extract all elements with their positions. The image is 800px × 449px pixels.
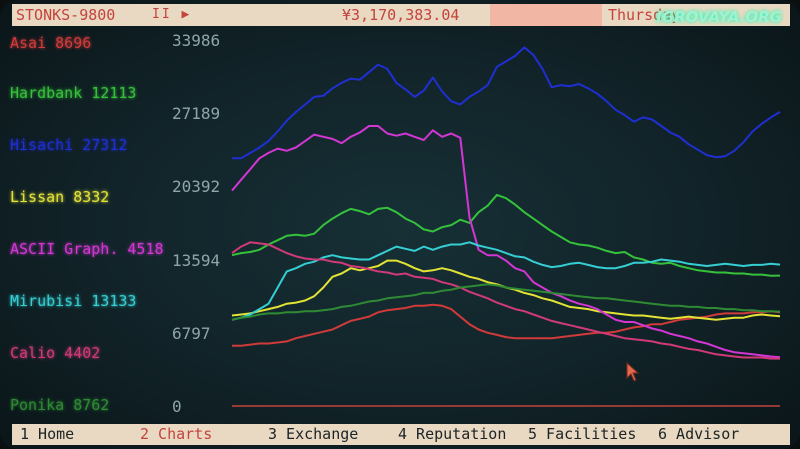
pause-play-controls[interactable]: II ▶ (152, 7, 192, 22)
app-name: STONKS-9800 (16, 6, 116, 24)
y-tick-label: 13594 (172, 251, 220, 270)
y-tick-label: 20392 (172, 177, 220, 196)
legend-item-ponika: Ponika 8762 (10, 396, 110, 414)
watermark: IGROVAYA.ORG (656, 8, 782, 26)
series-line-ascii-graph- (231, 125, 781, 359)
series-line-asai (232, 303, 781, 347)
legend-item-hardbank: Hardbank 12113 (10, 84, 137, 102)
legend-item-ascii-graph-: ASCII Graph. 4518 (10, 240, 164, 258)
series-line-calio (231, 241, 780, 360)
series-line-mirubisi (231, 241, 781, 321)
tab-home[interactable]: 1 Home (20, 425, 75, 443)
series-line-ponika (231, 283, 781, 321)
tab-facilities[interactable]: 5 Facilities (528, 425, 637, 443)
y-tick-label: 33986 (172, 31, 220, 50)
mouse-cursor-icon (626, 362, 640, 382)
stock-legend: Asai 8696 Hardbank 12113 Hisachi 27312 Liss… (10, 30, 180, 420)
y-tick-label: 6797 (172, 324, 211, 343)
weekday-label: Thursday (608, 6, 681, 24)
tab-reputation[interactable]: 4 Reputation (398, 425, 507, 443)
legend-item-mirubisi: Mirubisi 13133 (10, 292, 137, 310)
legend-item-calio: Calio 4402 (10, 344, 101, 362)
y-tick-label: 0 (172, 397, 182, 416)
money-balance: ¥3,170,383.04 (342, 6, 460, 24)
series-line-hardbank (231, 193, 781, 277)
legend-item-hisachi: Hisachi 27312 (10, 136, 128, 154)
tab-advisor[interactable]: 6 Advisor (658, 425, 740, 443)
legend-item-asai: Asai 8696 (10, 34, 92, 52)
series-line-hisachi (232, 46, 781, 160)
legend-item-lissan: Lissan 8332 (10, 188, 110, 206)
bottom-tab-bar: 1 Home 2 Charts 3 Exchange 4 Reputation 5 Fa… (12, 424, 790, 445)
tab-charts[interactable]: 2 Charts (140, 425, 213, 443)
topbar-accent-block (490, 4, 602, 26)
y-tick-label: 27189 (172, 104, 220, 123)
tab-exchange[interactable]: 3 Exchange (268, 425, 359, 443)
top-status-bar: STONKS-9800 II ▶ ¥3,170,383.04 Thursday (12, 4, 790, 26)
